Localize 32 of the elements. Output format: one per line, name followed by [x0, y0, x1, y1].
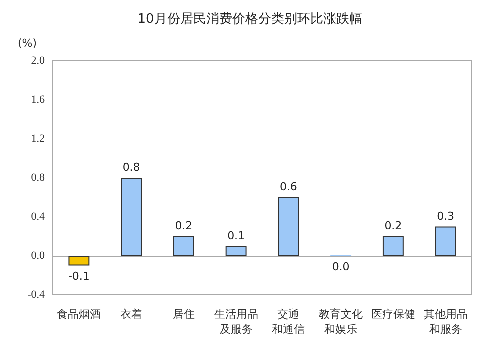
y-tick-label: 0.8 [31, 172, 46, 184]
data-label: -0.1 [68, 270, 90, 283]
x-tick-label: 医疗保健 [371, 308, 416, 321]
data-label: 0.8 [122, 161, 140, 174]
bar [278, 198, 300, 256]
bar [173, 236, 194, 256]
y-tick-label: 1.6 [31, 94, 46, 106]
x-tick-label: 教育文化和娱乐 [319, 308, 364, 336]
bar [68, 256, 90, 266]
data-label: 0.3 [437, 210, 455, 223]
x-tick-label: 其他用品和服务 [424, 308, 468, 336]
x-tick-label: 衣着 [120, 308, 143, 321]
chart-title: 10月份居民消费价格分类别环比涨跌幅 [138, 12, 362, 27]
y-axis-title: (%) [18, 37, 38, 50]
y-tick-label: 1.2 [31, 133, 45, 145]
y-tick-label: 0.4 [31, 211, 46, 223]
y-tick-label: -0.4 [28, 289, 46, 301]
bar [435, 226, 456, 256]
y-tick-label: 0.0 [31, 250, 46, 262]
data-label: 0.1 [228, 229, 246, 242]
bar [382, 236, 404, 256]
data-label: 0.0 [332, 260, 350, 274]
x-tick-label: 交通和通信 [272, 308, 306, 336]
data-label: 0.6 [280, 180, 298, 194]
x-tick-label: 居住 [172, 308, 195, 321]
x-tick-label: 生活用品及服务 [214, 308, 258, 336]
x-tick-label: 食品烟酒 [57, 308, 102, 321]
bar [226, 246, 247, 256]
bar [121, 178, 142, 256]
data-label: 0.2 [175, 220, 193, 232]
y-tick-label: 2.0 [31, 55, 46, 67]
data-label: 0.2 [384, 220, 402, 232]
